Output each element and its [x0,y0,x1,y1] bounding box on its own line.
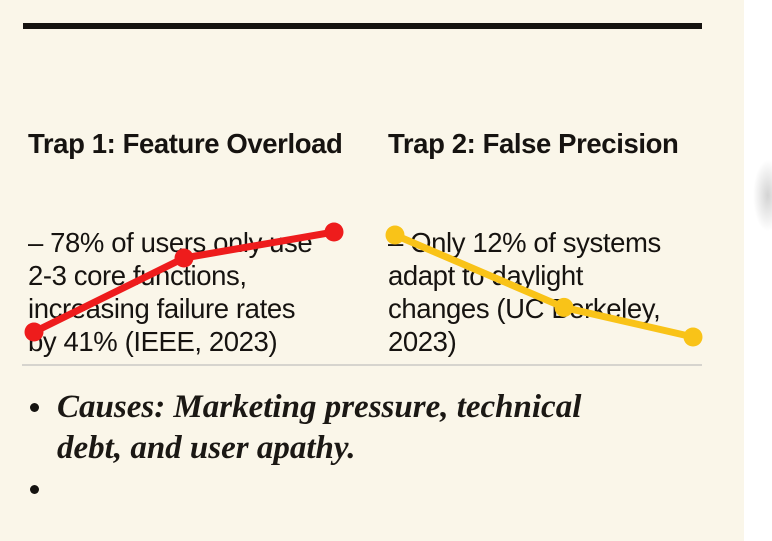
trap1-trend-chart [24,222,344,342]
bullet-icon [30,403,39,412]
trap1-title: Trap 1: Feature Overload [28,128,343,159]
trap2-text-block: Trap 2: False Precision – Only 12% of sy… [388,61,679,424]
page-edge-shadow [744,148,772,243]
bullet-text-causes: Causes: Marketing pressure, technical de… [57,389,582,466]
bullet-list: Causes: Marketing pressure, technical de… [28,387,708,510]
trap2-title: Trap 2: False Precision [388,128,679,159]
list-item [28,469,708,510]
top-rule [23,23,702,29]
trap2-body: – Only 12% of systems adapt to daylight … [388,227,661,357]
list-item: Causes: Marketing pressure, technical de… [28,387,708,469]
slide-page: Trap 1: Feature Overload – 78% of users … [0,0,744,541]
section-divider [22,364,702,366]
trap2-trend-chart [385,225,703,347]
bullet-icon [30,485,39,494]
